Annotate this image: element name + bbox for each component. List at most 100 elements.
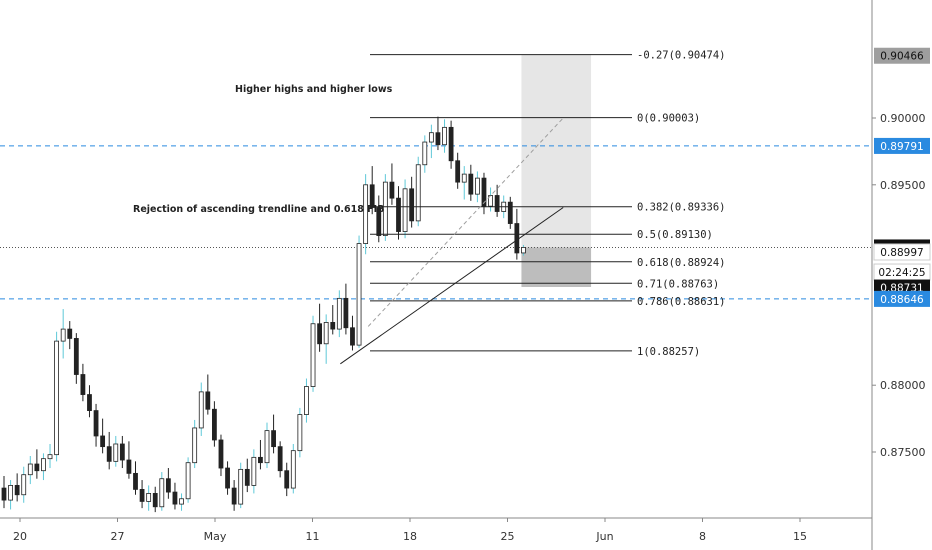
candle [198, 382, 204, 436]
candle [350, 315, 355, 351]
candle-body [317, 323, 323, 345]
candle [1, 476, 7, 509]
candle [41, 453, 46, 481]
candle-body [165, 478, 171, 493]
candle [363, 174, 369, 255]
candle-body [106, 446, 112, 462]
candle [330, 305, 336, 335]
candle-body [152, 493, 158, 508]
y-axis-tick-label: 0.87500 [880, 446, 926, 459]
fib-level-label: -0.27(0.90474) [637, 50, 726, 62]
candle [218, 434, 224, 477]
candle [212, 401, 217, 447]
x-axis-tick-label: 25 [501, 530, 515, 543]
candle [461, 166, 467, 200]
candle-body [67, 328, 73, 339]
candle [67, 321, 73, 350]
fib-level-label: 0.5(0.89130) [637, 229, 713, 241]
candle [290, 443, 296, 494]
candle-body [47, 454, 53, 460]
candle [139, 480, 145, 509]
x-axis-tick-label: 15 [793, 530, 807, 543]
x-axis-tick-label: 8 [699, 530, 706, 543]
candle-body [192, 427, 198, 464]
candle-body [133, 472, 138, 490]
candle-body [258, 456, 263, 464]
candle-body [284, 470, 290, 489]
x-axis-tick-label: May [204, 530, 227, 543]
candle [47, 443, 53, 469]
candle-body [415, 164, 421, 222]
candle-body [297, 414, 303, 452]
candle-body [27, 463, 33, 476]
candle-body [514, 223, 520, 254]
candle [468, 164, 474, 201]
candle [455, 152, 461, 189]
candle-body [481, 177, 487, 207]
candle [159, 472, 165, 511]
candle [244, 458, 250, 493]
candle-body [442, 126, 447, 146]
candle [304, 378, 309, 423]
candle-body [389, 181, 395, 199]
x-axis-tick-label: 20 [13, 530, 27, 543]
candle-body [179, 498, 184, 505]
candle-body [343, 297, 349, 329]
candle [93, 403, 99, 447]
candle [80, 363, 86, 402]
fib-level-label: 0.382(0.89336) [637, 202, 726, 214]
price-tag: 0.89791 [874, 137, 930, 154]
candle [284, 462, 290, 497]
candle [21, 466, 27, 503]
candle [409, 176, 415, 228]
candle [27, 456, 33, 485]
levels-layer [0, 145, 872, 300]
candle-body [93, 410, 99, 437]
candle [152, 486, 158, 513]
candle [54, 331, 60, 462]
candle [192, 419, 198, 469]
candle [507, 196, 513, 229]
candle-body [271, 430, 276, 448]
candle-body [264, 430, 270, 464]
candle-body [277, 446, 283, 472]
price-tag-bg [874, 137, 930, 154]
candle-body [212, 408, 217, 441]
candle [60, 309, 66, 359]
candle [251, 449, 257, 494]
candle-body [198, 391, 204, 429]
candle [258, 439, 263, 470]
candle-body [507, 201, 513, 224]
x-axis-tick-label: Jun [595, 530, 613, 543]
candle [310, 315, 316, 392]
candle [317, 303, 323, 352]
annotations-layer: Higher highs and higher lows Rejection of… [133, 84, 393, 215]
price-tag-label: 0.88997 [880, 247, 923, 259]
candle [297, 407, 303, 458]
candle [225, 461, 230, 495]
trendline [367, 117, 564, 327]
price-tag: 02:24:25 [873, 263, 931, 281]
price-tag-bg [873, 243, 931, 261]
fib-level-label: 0.618(0.88924) [637, 257, 726, 269]
candle-body [119, 443, 125, 461]
candle [185, 457, 191, 503]
candle [448, 120, 454, 169]
candle-body [422, 141, 428, 166]
candle [238, 462, 244, 509]
candle [521, 244, 526, 256]
candle [271, 414, 276, 454]
candle [481, 172, 487, 215]
candle [369, 166, 375, 215]
candle-body [310, 323, 316, 387]
candle [396, 186, 401, 240]
candle-body [494, 195, 500, 212]
candle-body [521, 247, 526, 254]
x-axis-tick-label: 18 [403, 530, 417, 543]
candle-body [34, 463, 40, 472]
candle-body [1, 487, 7, 501]
candle-body [41, 458, 46, 472]
candle [323, 314, 329, 364]
